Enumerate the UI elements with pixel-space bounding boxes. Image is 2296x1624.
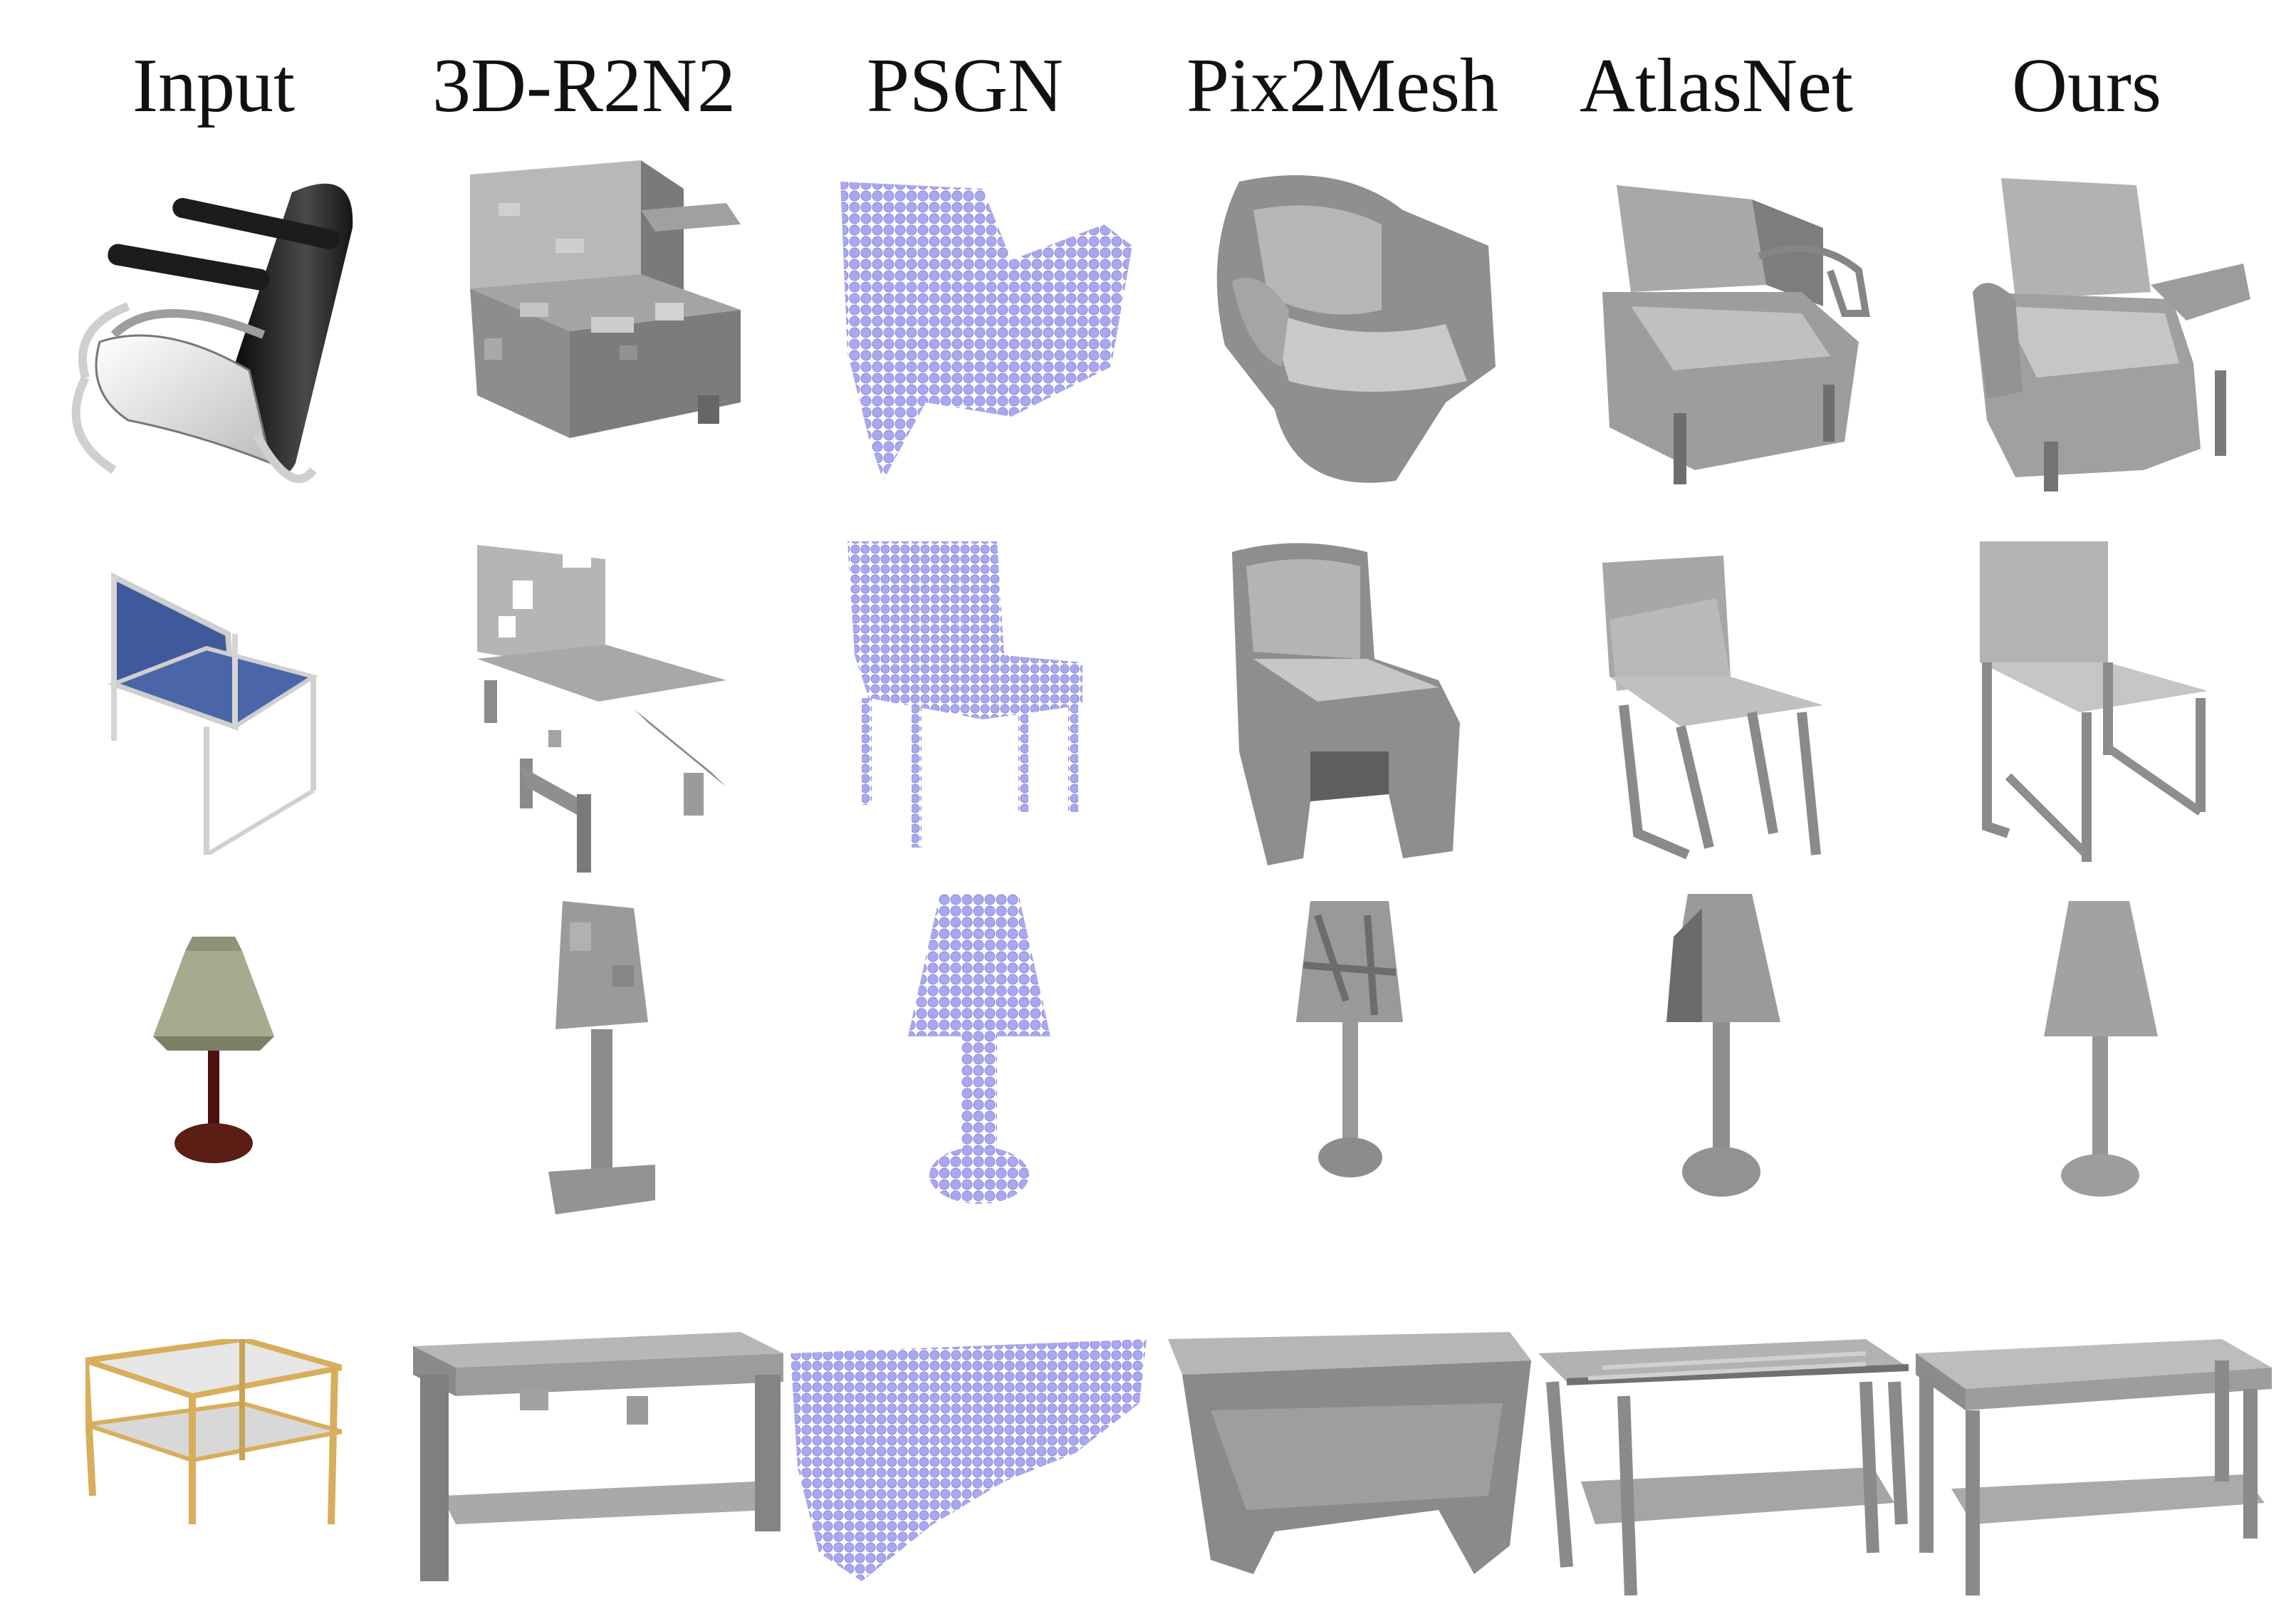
row4-atlasnet-table <box>1538 1339 1909 1596</box>
row2-psgn-pointcloud-chair <box>840 534 1111 869</box>
column-label-atlasnet: AtlasNet <box>1580 43 1853 128</box>
column-label-input: Input <box>132 43 295 128</box>
row1-psgn-pointcloud-armchair <box>826 167 1147 495</box>
row3-input-lamp <box>142 930 285 1172</box>
column-label-ours: Ours <box>2012 43 2161 128</box>
row4-psgn-pointcloud-table <box>790 1339 1147 1596</box>
row4-ours-table <box>1916 1339 2272 1596</box>
row3-r2n2-voxel-lamp <box>541 901 662 1214</box>
column-label-pix2mesh: Pix2Mesh <box>1186 43 1499 128</box>
row3-psgn-pointcloud-lamp <box>904 894 1054 1207</box>
row3-ours-lamp <box>2037 901 2165 1200</box>
row2-input-chair <box>100 556 328 855</box>
row4-pix2mesh-table <box>1168 1332 1531 1588</box>
row1-atlasnet-armchair <box>1588 171 1894 491</box>
row2-pix2mesh-chair <box>1225 538 1496 873</box>
row4-r2n2-voxel-table <box>413 1332 783 1588</box>
row1-ours-armchair <box>1958 171 2265 491</box>
row1-r2n2-voxel-armchair <box>427 160 783 445</box>
row4-input-table <box>85 1339 342 1539</box>
row2-r2n2-voxel-chair <box>470 538 741 873</box>
row1-input-armchair <box>57 164 370 499</box>
column-label-psgn: PSGN <box>866 43 1064 128</box>
column-header-row: Input 3D-R2N2 PSGN Pix2Mesh AtlasNet Our… <box>0 28 2296 157</box>
column-label-3d-r2n2: 3D-R2N2 <box>432 43 736 128</box>
row3-pix2mesh-lamp <box>1289 901 1410 1186</box>
row1-pix2mesh-armchair <box>1211 167 1517 495</box>
row2-atlasnet-chair <box>1588 548 1859 869</box>
row3-atlasnet-lamp <box>1659 894 1788 1207</box>
row2-ours-chair <box>1966 541 2236 869</box>
